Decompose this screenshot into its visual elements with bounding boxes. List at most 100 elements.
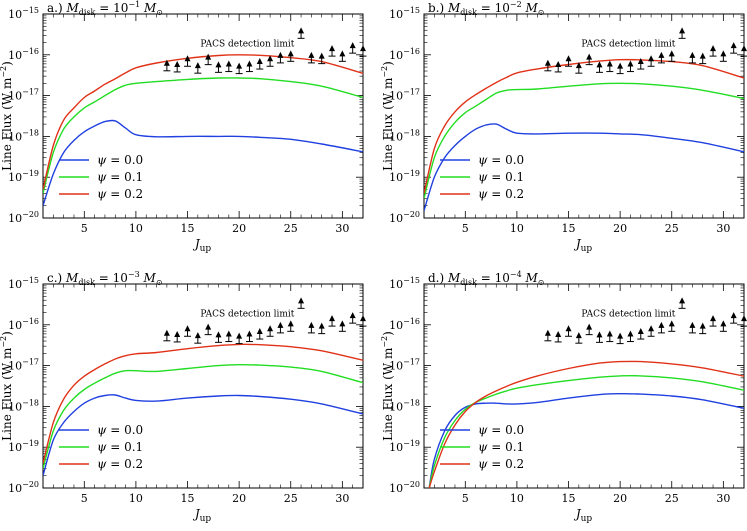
- detection-limit-marker: [678, 27, 686, 39]
- marker-arrow: [627, 330, 634, 337]
- detection-limit-marker: [544, 329, 552, 342]
- marker-arrow: [586, 53, 593, 60]
- marker-arrow: [575, 62, 582, 69]
- marker-arrow: [184, 55, 191, 62]
- detection-limit-marker: [287, 50, 295, 62]
- x-tick-label: 20: [232, 492, 246, 505]
- detection-limit-marker: [595, 331, 603, 343]
- marker-arrow: [215, 61, 222, 68]
- marker-arrow: [627, 60, 634, 67]
- marker-arrow: [617, 332, 624, 339]
- detection-limit-marker: [719, 320, 727, 332]
- marker-arrow: [555, 330, 562, 337]
- panel-title: b.) Mdisk = 10−2 M⊙: [428, 0, 545, 17]
- detection-limit-marker: [276, 51, 284, 64]
- marker-arrow: [339, 50, 346, 57]
- detection-limit-marker: [256, 328, 264, 340]
- detection-limit-marker: [606, 330, 614, 343]
- marker-arrow: [184, 325, 191, 332]
- detection-limit-marker: [699, 322, 707, 335]
- series-line-psi-0: [424, 123, 744, 212]
- detection-limit-marker: [699, 52, 707, 65]
- detection-limit-marker: [225, 60, 233, 73]
- marker-arrow: [287, 320, 294, 327]
- detection-limit-marker: [318, 52, 326, 65]
- panel-title: c.) Mdisk = 10−3 M⊙: [47, 270, 163, 287]
- marker-arrow: [668, 50, 675, 57]
- x-tick-label: 5: [81, 222, 88, 235]
- legend-label: ψ = 0.0: [97, 153, 143, 167]
- detection-limit-marker: [730, 42, 738, 54]
- marker-arrow: [360, 45, 366, 52]
- legend: ψ = 0.0 ψ = 0.1 ψ = 0.2: [440, 153, 524, 201]
- marker-arrow: [194, 332, 201, 339]
- marker-arrow: [720, 320, 727, 327]
- y-tick-label: 10−17: [389, 88, 420, 103]
- x-tick-label: 20: [613, 492, 627, 505]
- detection-limit-marker: [318, 322, 326, 335]
- detection-limit-marker: [730, 312, 738, 324]
- detection-limit-marker: [606, 60, 614, 73]
- marker-arrow: [668, 320, 675, 327]
- y-tick-label: 10−15: [389, 6, 420, 21]
- marker-arrow: [215, 331, 222, 338]
- legend-label: ψ = 0.1: [97, 170, 143, 184]
- marker-arrow: [544, 59, 551, 66]
- marker-arrow: [741, 315, 747, 322]
- y-tick-label: 10−18: [389, 398, 420, 413]
- x-tick-label: 25: [665, 492, 679, 505]
- y-tick-label: 10−20: [8, 480, 39, 495]
- y-axis-label: Line Flux (W m−2): [380, 61, 395, 171]
- legend: ψ = 0.0 ψ = 0.1 ψ = 0.2: [59, 423, 143, 471]
- detection-limit-marker: [173, 330, 181, 343]
- series-group: [43, 54, 363, 206]
- detection-limit-marker: [307, 321, 315, 334]
- detection-limit-marker: [245, 60, 253, 73]
- series-group: [428, 360, 744, 488]
- detection-limit-marker: [184, 55, 192, 67]
- y-tick-label: 10−17: [8, 358, 39, 373]
- detection-limit-marker: [204, 53, 212, 66]
- chart-panel-4: 10−20 10−19 10−18 10−17 10−16 10−15 5 10 15 20 25 3…: [380, 270, 747, 524]
- marker-arrow: [256, 58, 263, 65]
- detection-limit-marker: [544, 59, 552, 72]
- legend: ψ = 0.0 ψ = 0.1 ψ = 0.2: [59, 153, 143, 201]
- plot-frame: [42, 283, 364, 489]
- legend-label: ψ = 0.0: [478, 423, 524, 437]
- series-line-psi-0: [43, 119, 363, 206]
- y-tick-label: 10−18: [8, 398, 39, 413]
- panel-title: a.) Mdisk = 10−1 M⊙: [47, 0, 163, 17]
- marker-arrow: [236, 62, 243, 69]
- series-line-psi-2: [428, 360, 744, 488]
- marker-arrow: [329, 45, 336, 52]
- detection-limit-marker: [297, 27, 305, 39]
- x-tick-label: 5: [462, 492, 469, 505]
- detection-limit-marker: [256, 58, 264, 70]
- detection-limit-marker: [647, 325, 655, 337]
- detection-limit-marker: [214, 331, 222, 343]
- marker-arrow: [544, 329, 551, 336]
- y-tick-label: 10−18: [8, 128, 39, 143]
- marker-arrow: [565, 55, 572, 62]
- y-tick-label: 10−17: [8, 88, 39, 103]
- marker-arrow: [586, 323, 593, 330]
- y-tick-label: 10−16: [8, 47, 39, 62]
- y-tick-label: 10−17: [389, 358, 420, 373]
- y-tick-label: 10−19: [8, 439, 39, 454]
- marker-arrow: [648, 325, 655, 332]
- marker-arrow: [606, 330, 613, 337]
- chart-panel-2: 10−20 10−19 10−18 10−17 10−16 10−15 5 10 15 20 25 3…: [380, 0, 747, 254]
- y-tick-label: 10−20: [389, 480, 420, 495]
- series-line-psi-1: [428, 374, 744, 488]
- x-tick-label: 30: [716, 492, 730, 505]
- marker-arrow: [596, 331, 603, 338]
- marker-arrow: [287, 50, 294, 57]
- x-tick-label: 25: [284, 492, 298, 505]
- pacs-annotation: PACS detection limit: [200, 309, 294, 319]
- plot-frame: [423, 283, 745, 489]
- detection-limit-marker: [359, 315, 367, 327]
- series-line-psi-1: [43, 363, 363, 469]
- series-line-psi-2: [43, 343, 363, 464]
- detection-limit-marker: [585, 323, 593, 336]
